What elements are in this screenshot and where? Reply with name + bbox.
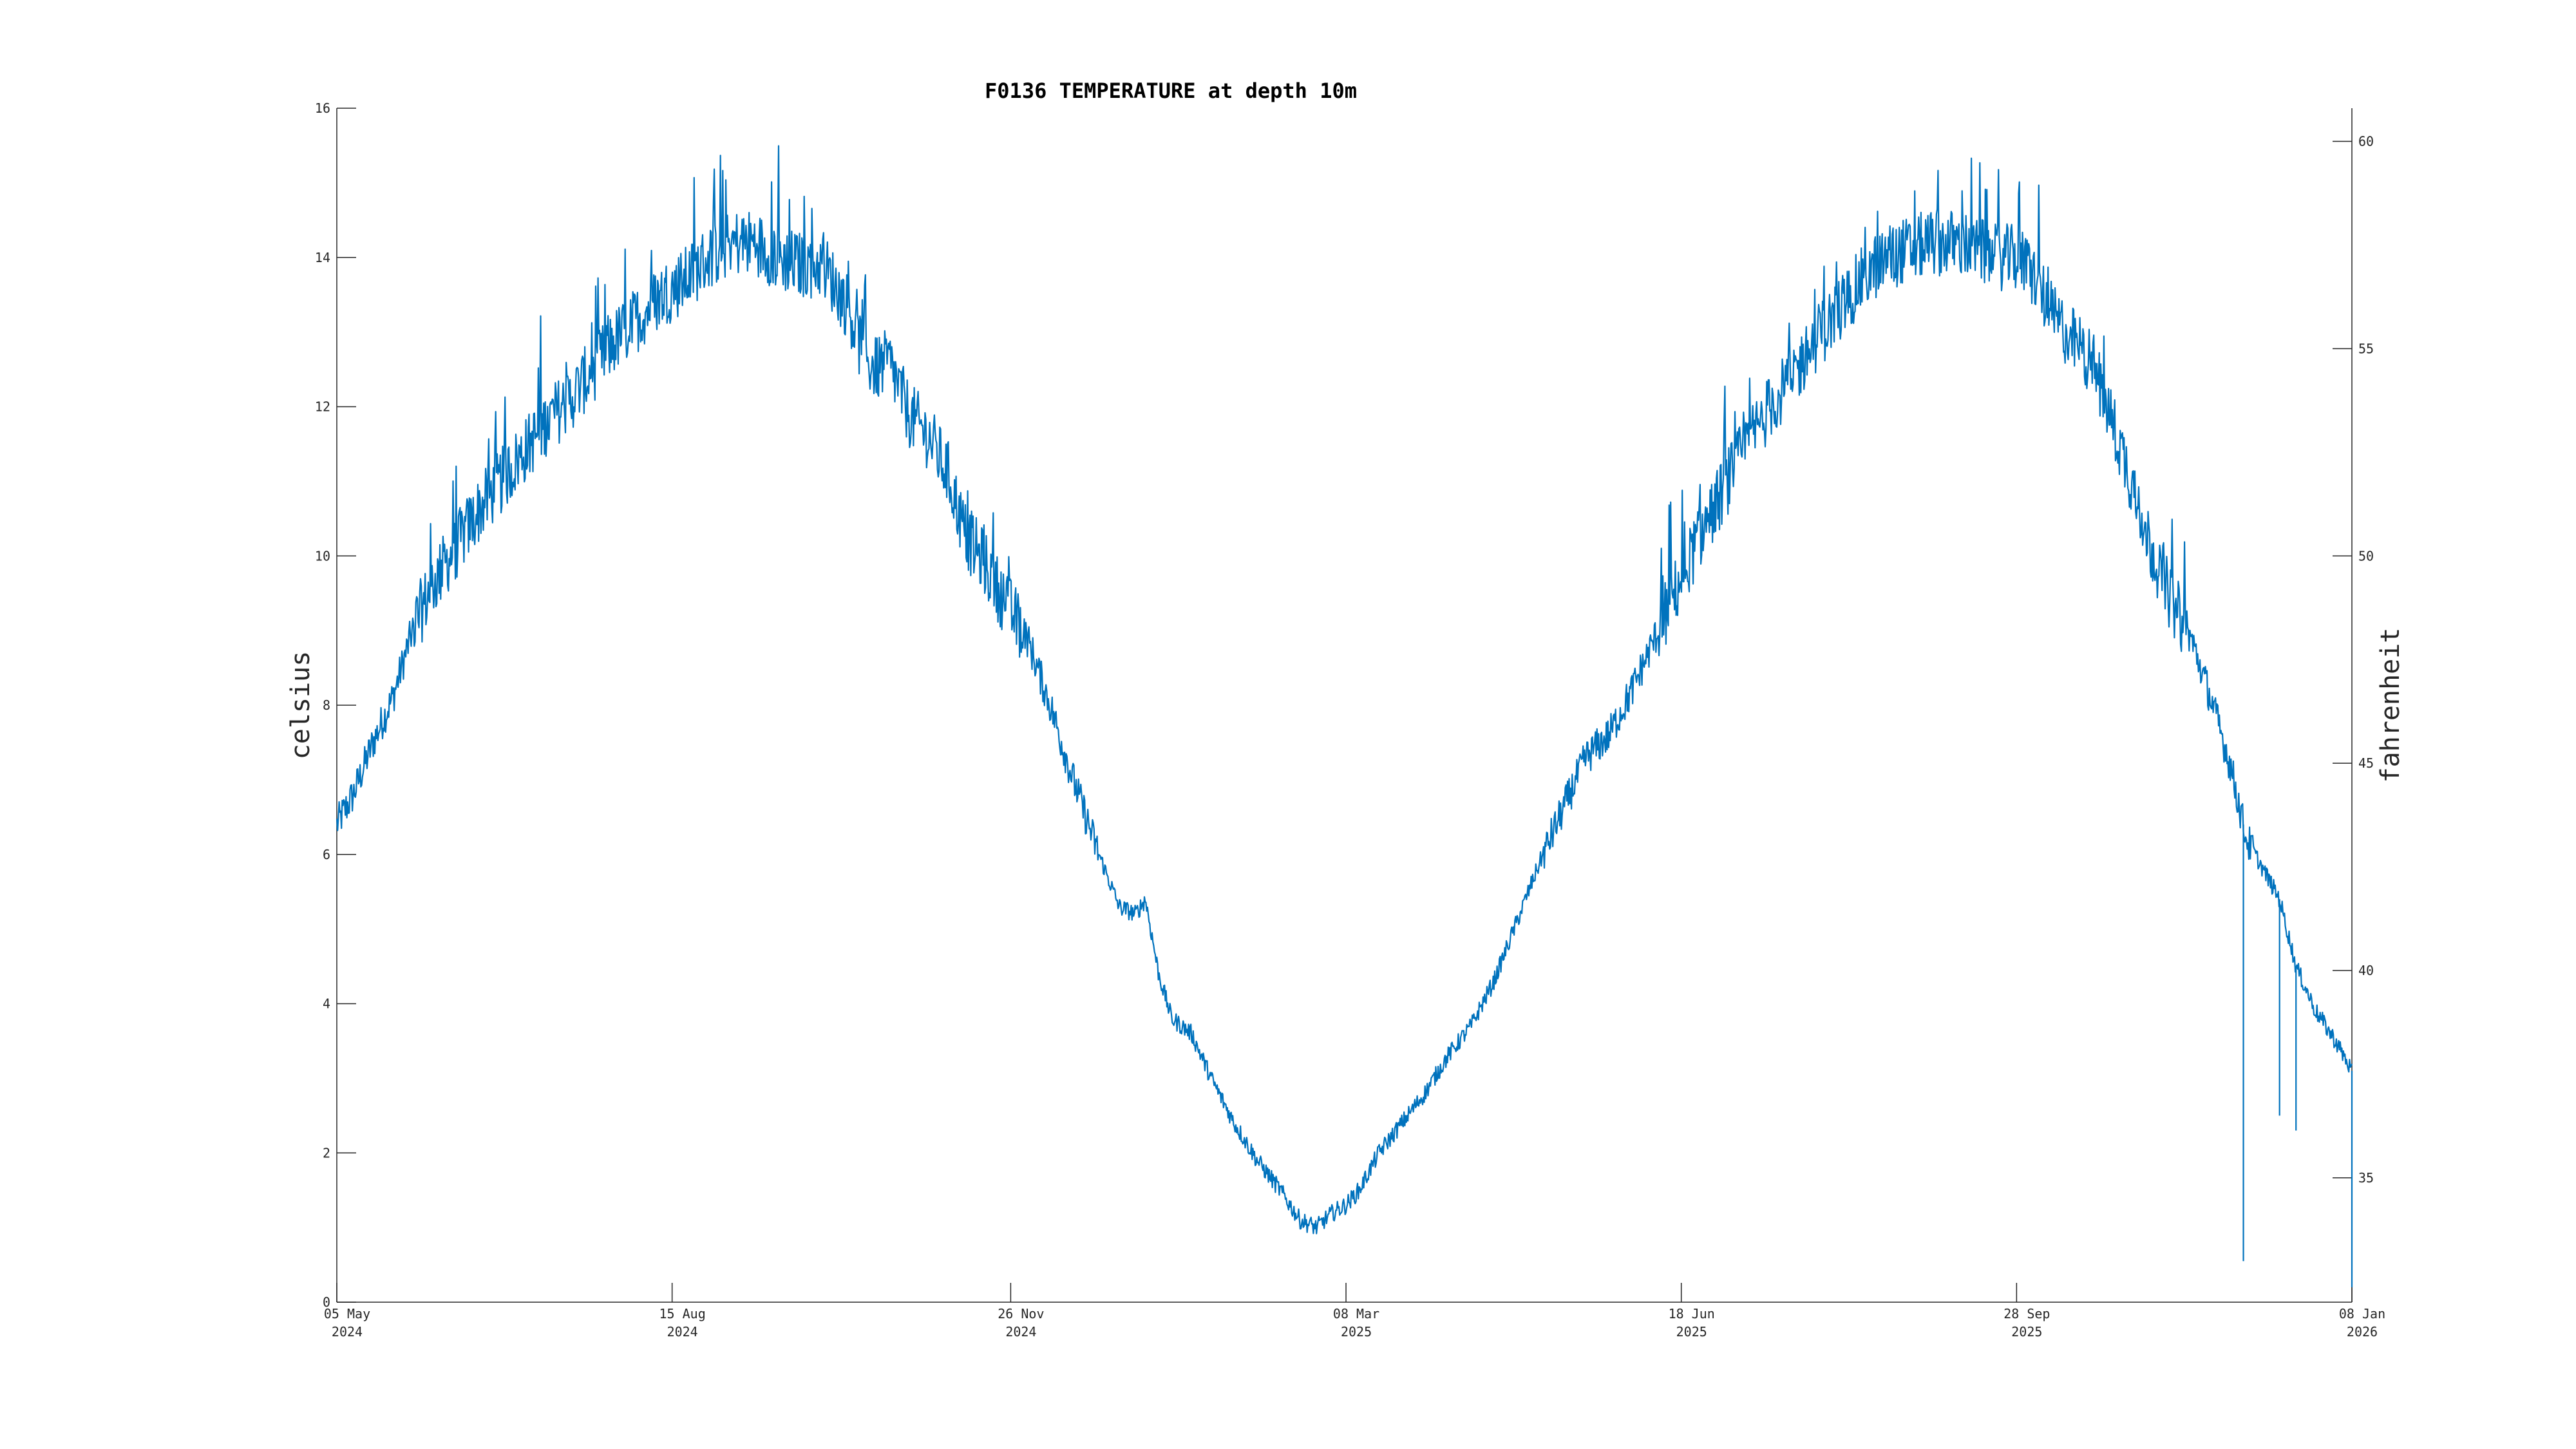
x-tick-label: 15 Aug	[659, 1306, 706, 1321]
y-tick-label-left: 2	[323, 1145, 330, 1160]
y-tick-label-right: 55	[2358, 341, 2374, 356]
x-tick-label: 08 Jan	[2339, 1306, 2385, 1321]
y-axis-title-right: fahrenheit	[2376, 628, 2405, 783]
y-tick-label-right: 60	[2358, 134, 2374, 149]
y-axis-title-left: celsius	[286, 651, 316, 760]
temperature-series-line	[336, 145, 2353, 1235]
y-tick-label-right: 45	[2358, 755, 2374, 771]
x-tick-label: 18 Jun	[1669, 1306, 1715, 1321]
x-tick-year-label: 2026	[2347, 1324, 2378, 1340]
x-tick-year-label: 2025	[1676, 1324, 1707, 1340]
y-tick-label-right: 50	[2358, 548, 2374, 564]
y-tick-label-left: 12	[315, 399, 330, 415]
y-tick-label-left: 16	[315, 100, 330, 116]
x-tick-year-label: 2024	[667, 1324, 698, 1340]
y-tick-label-left: 6	[323, 847, 330, 862]
x-tick-year-label: 2025	[1341, 1324, 1372, 1340]
y-tick-label-left: 0	[323, 1294, 330, 1310]
y-tick-label-right: 40	[2358, 963, 2374, 978]
series-layer	[336, 145, 2353, 1287]
x-tick-label: 08 Mar	[1333, 1306, 1379, 1321]
axes: 05 May 2024 15 Aug 2024 26 Nov 2024 08 Mar 2025…	[315, 100, 2385, 1340]
y-tick-label-left: 8	[323, 697, 330, 713]
x-tick-year-label: 2025	[2011, 1324, 2042, 1340]
y-tick-label-left: 4	[323, 996, 330, 1012]
y-tick-label-right: 35	[2358, 1170, 2374, 1186]
chart-title: F0136 TEMPERATURE at depth 10m	[985, 79, 1357, 103]
y-tick-label-left: 14	[315, 250, 330, 265]
x-tick-label: 28 Sep	[2003, 1306, 2050, 1321]
x-tick-label: 05 May	[324, 1306, 370, 1321]
y-tick-label-left: 10	[315, 548, 330, 564]
x-tick-year-label: 2024	[1005, 1324, 1036, 1340]
x-tick-year-label: 2024	[332, 1324, 363, 1340]
x-tick-label: 26 Nov	[998, 1306, 1044, 1321]
